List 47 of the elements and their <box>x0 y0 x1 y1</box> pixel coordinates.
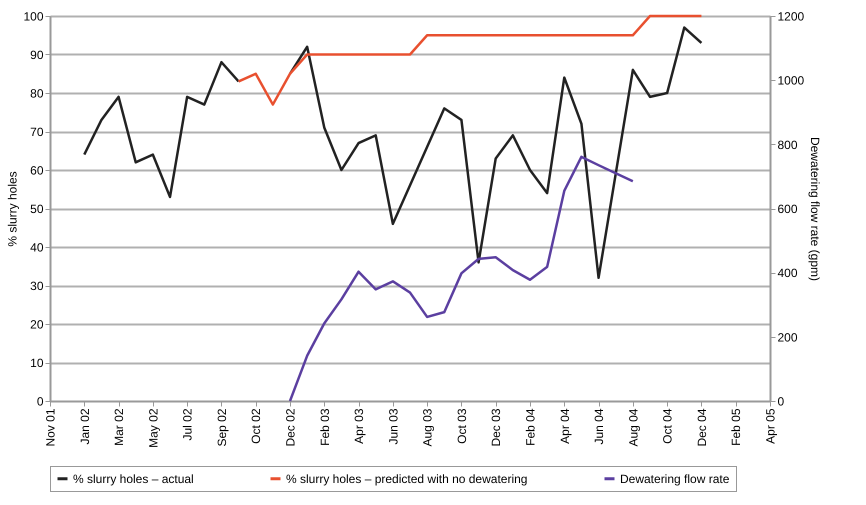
x-tick-label: Apr 04 <box>558 408 572 444</box>
x-tick-label: Dec 02 <box>284 408 298 447</box>
y2-tick-label: 0 <box>778 394 784 408</box>
y-tick-label: 30 <box>30 279 44 293</box>
x-tick-label: Jun 03 <box>386 408 400 445</box>
y-tick-label: 70 <box>30 125 44 139</box>
x-tick-label: Oct 02 <box>249 408 264 444</box>
line-series <box>237 14 703 106</box>
legend-label: % slurry holes – actual <box>73 472 194 486</box>
y-tick-label: 0 <box>36 394 44 408</box>
x-tick-label: Oct 04 <box>660 408 675 444</box>
x-tick-label: Feb 03 <box>318 408 332 446</box>
y2-tick-label: 600 <box>778 202 798 216</box>
x-tick-label: Aug 03 <box>420 408 435 447</box>
y2-axis-title: Dewatering flow rate (gpm) <box>808 136 822 282</box>
y-tick-label: 40 <box>30 240 44 254</box>
y2-tick-label: 200 <box>778 330 798 344</box>
x-tick-label: Dec 04 <box>694 408 709 447</box>
x-tick-label: Apr 05 <box>764 408 778 444</box>
y-tick-label: 90 <box>30 48 44 62</box>
x-tick-label: Aug 04 <box>626 408 640 447</box>
y2-tick-label: 1000 <box>778 74 805 88</box>
x-tick-label: May 02 <box>146 408 160 448</box>
y-tick-label: 80 <box>30 86 44 100</box>
y2-tick-label: 400 <box>778 266 798 280</box>
y2-tick-label: 1200 <box>778 10 805 24</box>
x-tick-label: Feb 04 <box>524 408 538 446</box>
x-tick-label: Mar 02 <box>112 408 126 446</box>
x-tick-label: Jul 02 <box>180 408 195 441</box>
y-tick-label: 100 <box>23 10 44 24</box>
x-tick-label: Nov 01 <box>44 408 58 447</box>
x-tick-label: Feb 05 <box>729 408 744 446</box>
y-axis-title: % slurry holes <box>5 171 20 247</box>
x-tick-label: Jun 04 <box>592 408 606 445</box>
line-series <box>288 156 634 402</box>
y2-tick-label: 800 <box>778 138 798 152</box>
x-tick-label: Sep 02 <box>214 408 229 447</box>
legend-label: % slurry holes – predicted with no dewatering <box>286 472 528 486</box>
x-tick-label: Oct 03 <box>454 408 469 444</box>
x-tick-label: Dec 03 <box>489 408 504 447</box>
legend-label: Dewatering flow rate <box>620 472 730 486</box>
y-tick-label: 20 <box>30 318 44 332</box>
y-tick-label: 60 <box>30 164 44 178</box>
x-tick-label: Apr 03 <box>352 408 366 444</box>
y-tick-label: 50 <box>30 202 44 216</box>
x-tick-label: Jan 02 <box>78 408 92 445</box>
y-tick-label: 10 <box>30 356 44 370</box>
